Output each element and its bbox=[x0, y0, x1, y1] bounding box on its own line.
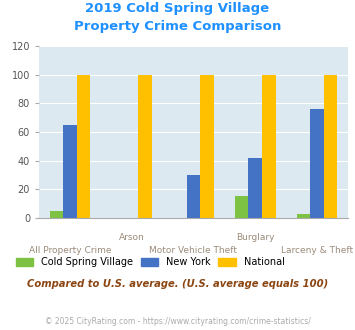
Text: Burglary: Burglary bbox=[236, 233, 274, 242]
Bar bbox=[297, 214, 310, 218]
Bar bbox=[310, 109, 324, 218]
Bar bbox=[50, 211, 63, 218]
Bar bbox=[324, 75, 337, 218]
Text: © 2025 CityRating.com - https://www.cityrating.com/crime-statistics/: © 2025 CityRating.com - https://www.city… bbox=[45, 317, 310, 326]
Text: Compared to U.S. average. (U.S. average equals 100): Compared to U.S. average. (U.S. average … bbox=[27, 279, 328, 289]
Text: Property Crime Comparison: Property Crime Comparison bbox=[74, 20, 281, 33]
Text: Arson: Arson bbox=[119, 233, 144, 242]
Bar bbox=[138, 75, 152, 218]
Bar bbox=[248, 158, 262, 218]
Text: Larceny & Theft: Larceny & Theft bbox=[281, 246, 353, 255]
Bar bbox=[262, 75, 275, 218]
Bar bbox=[200, 75, 214, 218]
Bar bbox=[63, 125, 77, 218]
Bar bbox=[235, 196, 248, 218]
Bar bbox=[187, 175, 200, 218]
Text: All Property Crime: All Property Crime bbox=[29, 246, 111, 255]
Text: Motor Vehicle Theft: Motor Vehicle Theft bbox=[149, 246, 237, 255]
Legend: Cold Spring Village, New York, National: Cold Spring Village, New York, National bbox=[16, 257, 284, 267]
Bar bbox=[77, 75, 90, 218]
Text: 2019 Cold Spring Village: 2019 Cold Spring Village bbox=[86, 2, 269, 15]
